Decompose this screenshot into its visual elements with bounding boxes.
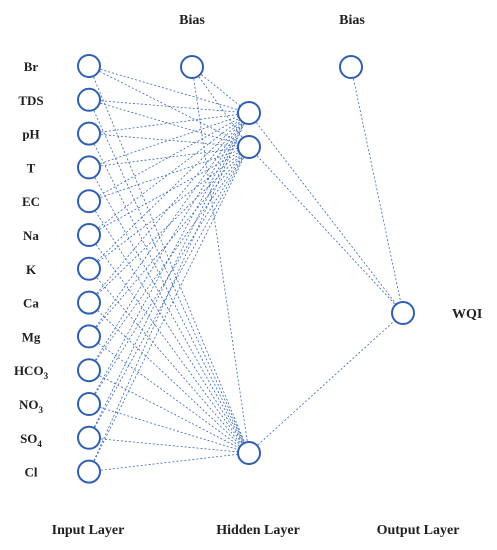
edge-input-0-hidden-0 bbox=[88, 65, 250, 114]
input-label-3: T bbox=[27, 160, 36, 175]
input-label-base: Na bbox=[23, 228, 39, 243]
input-node-11 bbox=[77, 425, 101, 450]
bias-node-hidden bbox=[180, 55, 204, 79]
edge-bias-hidden-1 bbox=[191, 66, 250, 148]
input-label-5: Na bbox=[23, 228, 39, 243]
edge-input-4-hidden-0 bbox=[88, 112, 250, 202]
edge-input-11-hidden-2 bbox=[88, 437, 250, 454]
input-label-base: TDS bbox=[18, 93, 43, 108]
input-label-base: Br bbox=[24, 59, 39, 74]
input-label-0: Br bbox=[24, 59, 39, 74]
input-layer-label: Input Layer bbox=[52, 523, 125, 538]
edge-input-8-hidden-0 bbox=[88, 112, 250, 337]
bias-label-hidden: Bias bbox=[179, 13, 205, 28]
input-node-9 bbox=[77, 358, 101, 383]
edge-input-4-hidden-2 bbox=[88, 200, 250, 454]
connections bbox=[88, 65, 404, 472]
edge-input-10-hidden-1 bbox=[88, 146, 250, 405]
bias-label-output: Bias bbox=[339, 13, 365, 28]
input-label-2: pH bbox=[22, 127, 39, 142]
input-label-12: Cl bbox=[25, 465, 38, 480]
input-label-base: HCO bbox=[14, 363, 44, 378]
edge-bias-hidden-0 bbox=[191, 66, 250, 114]
edge-input-2-hidden-0 bbox=[88, 112, 250, 134]
edge-input-1-hidden-0 bbox=[88, 99, 250, 114]
input-node-2 bbox=[77, 121, 101, 146]
input-label-subscript: 3 bbox=[44, 371, 49, 381]
output-label: WQI bbox=[452, 307, 482, 322]
edge-input-12-hidden-0 bbox=[88, 112, 250, 472]
input-label-subscript: 4 bbox=[37, 439, 42, 449]
edge-input-3-hidden-2 bbox=[88, 167, 250, 454]
edge-input-12-hidden-2 bbox=[88, 452, 250, 472]
input-node-5 bbox=[77, 223, 101, 247]
input-label-11: SO4 bbox=[20, 431, 42, 449]
edge-input-3-hidden-0 bbox=[88, 112, 250, 168]
input-node-4 bbox=[77, 189, 101, 214]
input-node-1 bbox=[77, 87, 101, 112]
edge-input-7-hidden-0 bbox=[88, 112, 250, 303]
edge-bias-output bbox=[350, 66, 404, 314]
hidden-node-0 bbox=[237, 101, 261, 125]
input-label-base: K bbox=[26, 262, 37, 277]
input-label-base: Mg bbox=[22, 329, 41, 344]
input-label-base: EC bbox=[22, 194, 40, 209]
output-node bbox=[391, 301, 415, 325]
input-label-6: K bbox=[26, 262, 37, 277]
input-node-6 bbox=[77, 256, 101, 281]
input-label-9: HCO3 bbox=[14, 363, 49, 381]
edge-input-7-hidden-2 bbox=[88, 302, 250, 454]
edge-input-2-hidden-2 bbox=[88, 133, 250, 454]
labels: Bias Bias WQI Input Layer Hidden Layer O… bbox=[14, 13, 482, 538]
input-node-10 bbox=[77, 392, 101, 416]
edge-input-12-hidden-1 bbox=[88, 146, 250, 472]
edge-bias-hidden-2 bbox=[191, 66, 250, 454]
hidden-layer-label: Hidden Layer bbox=[216, 523, 300, 538]
edge-input-8-hidden-2 bbox=[88, 336, 250, 454]
edge-input-6-hidden-1 bbox=[88, 146, 250, 270]
input-label-base: SO bbox=[20, 431, 37, 446]
bias-node-output bbox=[339, 55, 363, 79]
input-label-8: Mg bbox=[22, 329, 41, 344]
hidden-node-1 bbox=[237, 135, 261, 159]
input-label-base: Ca bbox=[23, 296, 39, 311]
input-label-7: Ca bbox=[23, 296, 39, 311]
input-node-3 bbox=[77, 155, 101, 180]
output-layer-label: Output Layer bbox=[377, 523, 460, 538]
edge-hidden-2-output bbox=[248, 312, 404, 454]
edge-input-0-hidden-2 bbox=[88, 65, 250, 454]
input-label-base: T bbox=[27, 160, 36, 175]
edge-hidden-0-output bbox=[248, 112, 404, 314]
hidden-node-2 bbox=[237, 441, 261, 465]
edge-input-5-hidden-0 bbox=[88, 112, 250, 236]
edge-input-7-hidden-1 bbox=[88, 146, 250, 303]
input-node-12 bbox=[77, 459, 101, 484]
nodes bbox=[77, 54, 415, 484]
input-label-4: EC bbox=[22, 194, 40, 209]
input-node-8 bbox=[77, 324, 101, 349]
input-label-subscript: 3 bbox=[39, 405, 44, 415]
input-node-7 bbox=[77, 290, 101, 315]
edge-input-3-hidden-1 bbox=[88, 146, 250, 168]
edge-input-11-hidden-0 bbox=[88, 112, 250, 438]
edge-hidden-1-output bbox=[248, 146, 404, 314]
input-node-0 bbox=[77, 54, 101, 78]
input-label-base: Cl bbox=[25, 465, 38, 480]
input-label-10: NO3 bbox=[19, 397, 44, 415]
edge-input-1-hidden-2 bbox=[88, 99, 250, 454]
edge-input-10-hidden-0 bbox=[88, 112, 250, 405]
edge-input-9-hidden-0 bbox=[88, 112, 250, 371]
edge-input-8-hidden-1 bbox=[88, 146, 250, 337]
input-label-1: TDS bbox=[18, 93, 43, 108]
input-label-base: pH bbox=[22, 127, 39, 142]
edge-input-5-hidden-2 bbox=[88, 234, 250, 454]
edge-input-6-hidden-0 bbox=[88, 112, 250, 270]
input-label-base: NO bbox=[19, 397, 39, 412]
